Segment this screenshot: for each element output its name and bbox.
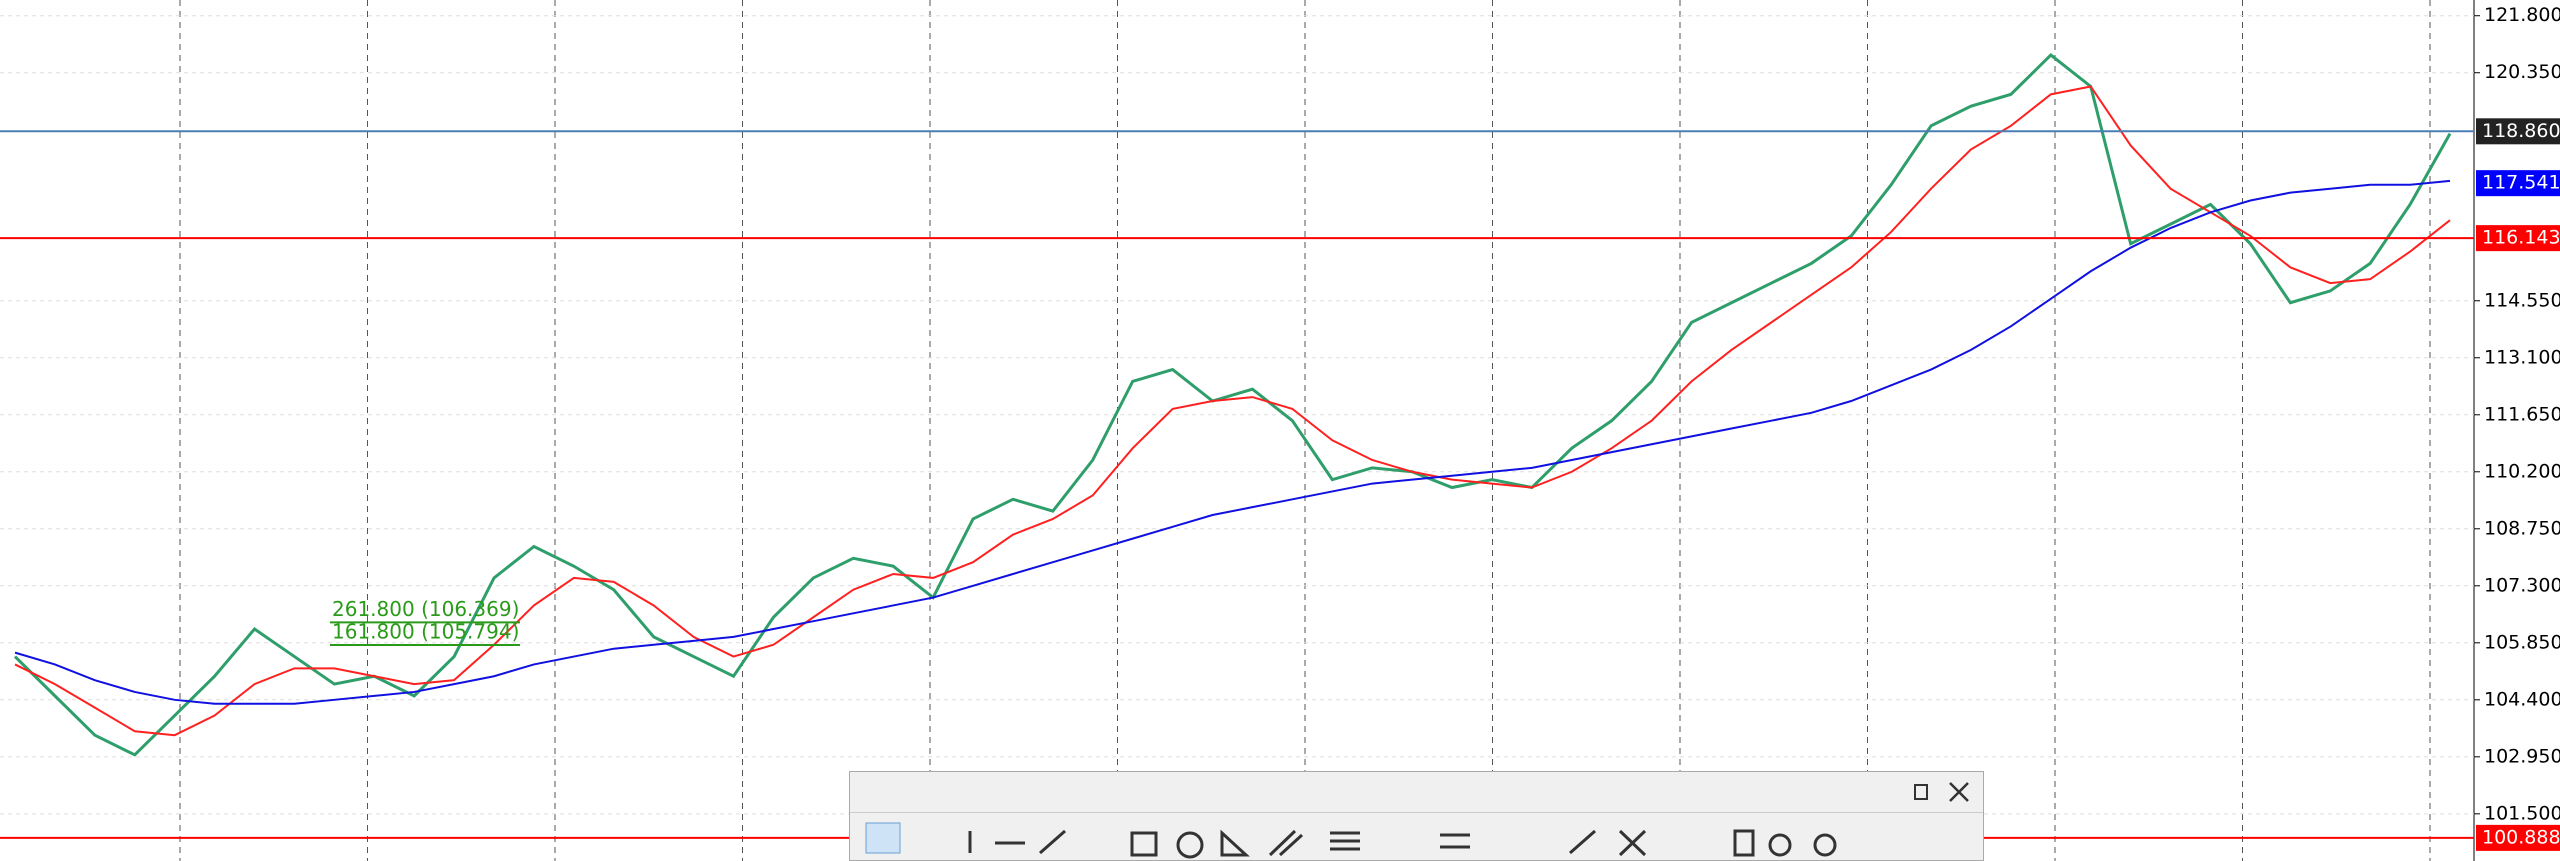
y-tick-label: 107.300 bbox=[2484, 574, 2560, 596]
series-line bbox=[13, 53, 2452, 757]
tool-icon[interactable] bbox=[1569, 829, 1647, 857]
tool-icon[interactable] bbox=[1220, 829, 1250, 857]
y-tick-label: 113.100 bbox=[2484, 346, 2560, 368]
price-label: 118.860 bbox=[2482, 120, 2560, 142]
toolbar-icons bbox=[865, 822, 1837, 859]
series-line bbox=[14, 85, 2451, 737]
drawing-toolbar[interactable] bbox=[849, 771, 1984, 861]
tool-icon[interactable] bbox=[1440, 833, 1470, 849]
fib-label: 161.800 (105.794) bbox=[332, 620, 519, 644]
y-tick-label: 114.550 bbox=[2484, 289, 2560, 311]
price-label: 116.143 bbox=[2482, 227, 2560, 249]
tool-icon[interactable] bbox=[1733, 829, 1755, 857]
price-label: 117.541 bbox=[2482, 172, 2560, 194]
price-label-box bbox=[2476, 170, 2560, 197]
series-line bbox=[14, 179, 2451, 705]
price-label: 100.888 bbox=[2482, 826, 2560, 848]
tool-icon[interactable] bbox=[1813, 833, 1837, 857]
price-label-box bbox=[2476, 824, 2560, 851]
tool-icon[interactable] bbox=[1130, 831, 1158, 857]
tool-icon[interactable] bbox=[1176, 831, 1204, 859]
y-tick-label: 120.350 bbox=[2484, 61, 2560, 83]
close-button[interactable] bbox=[1947, 780, 1971, 804]
pin-button[interactable] bbox=[1914, 784, 1928, 800]
y-tick-label: 111.650 bbox=[2484, 403, 2560, 425]
y-tick-label: 101.500 bbox=[2484, 802, 2560, 824]
time-grid bbox=[179, 0, 2431, 861]
toolbar-titlebar bbox=[850, 772, 1983, 813]
y-tick-label: 104.400 bbox=[2484, 688, 2560, 710]
y-tick-label: 105.850 bbox=[2484, 631, 2560, 653]
tool-icon[interactable] bbox=[865, 822, 901, 854]
y-tick-label: 102.950 bbox=[2484, 745, 2560, 767]
y-tick-label: 110.200 bbox=[2484, 460, 2560, 482]
y-tick-label: 121.800 bbox=[2484, 4, 2560, 26]
price-label-box bbox=[2476, 118, 2560, 145]
price-label-box bbox=[2476, 225, 2560, 252]
fib-label: 261.800 (106.369) bbox=[332, 597, 519, 621]
tool-icon[interactable] bbox=[1330, 831, 1360, 851]
y-tick-label: 108.750 bbox=[2484, 517, 2560, 539]
tool-icon[interactable] bbox=[1268, 829, 1304, 857]
tool-icon[interactable] bbox=[1768, 833, 1792, 857]
tool-icon[interactable] bbox=[1039, 829, 1066, 855]
